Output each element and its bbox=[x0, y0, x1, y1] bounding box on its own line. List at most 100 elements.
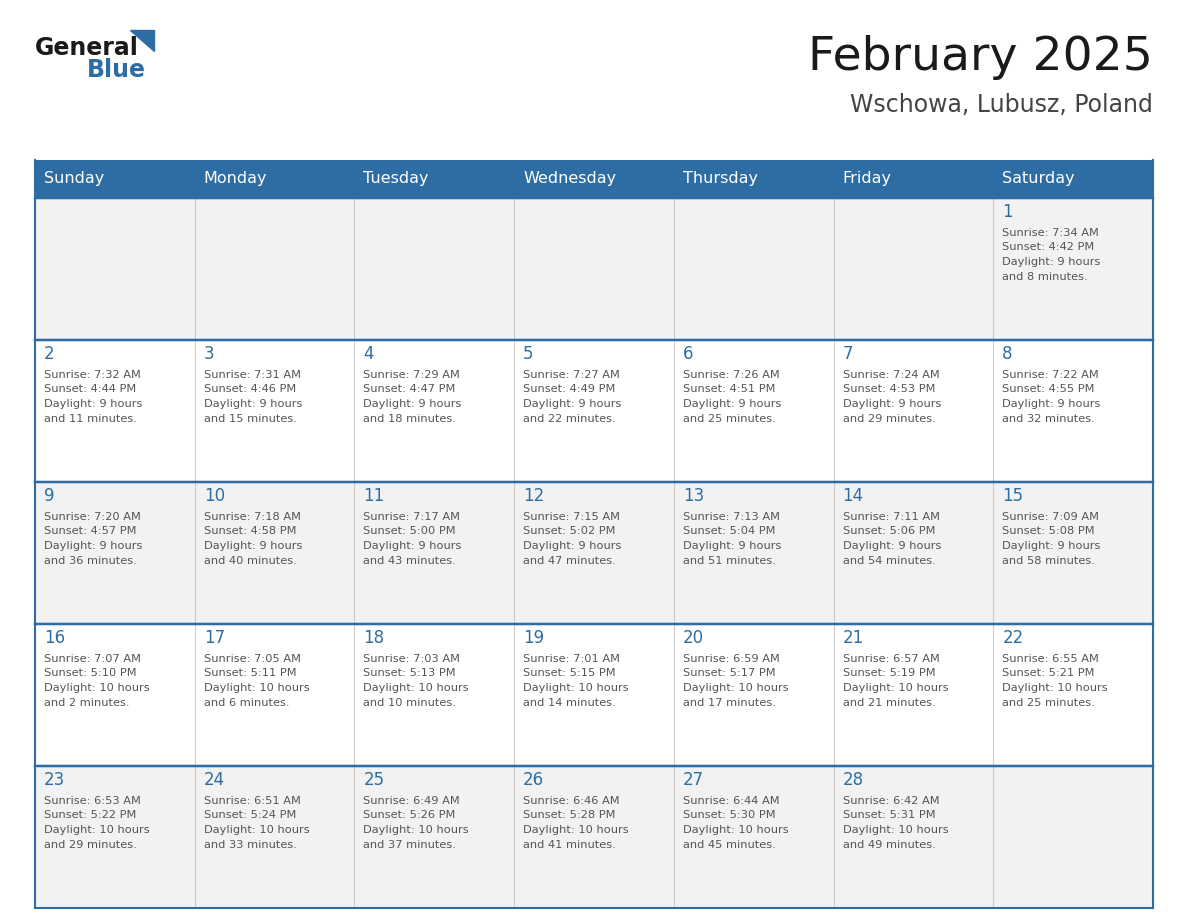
Text: Sunset: 4:47 PM: Sunset: 4:47 PM bbox=[364, 385, 456, 395]
Text: and 14 minutes.: and 14 minutes. bbox=[523, 698, 615, 708]
Text: Sunset: 4:55 PM: Sunset: 4:55 PM bbox=[1003, 385, 1095, 395]
Text: Daylight: 9 hours: Daylight: 9 hours bbox=[1003, 399, 1100, 409]
Bar bbox=[195, 482, 354, 624]
Text: Daylight: 9 hours: Daylight: 9 hours bbox=[842, 541, 941, 551]
Text: Sunrise: 7:13 AM: Sunrise: 7:13 AM bbox=[683, 512, 779, 522]
Bar bbox=[674, 198, 834, 340]
Bar bbox=[834, 766, 993, 908]
Bar bbox=[34, 482, 195, 624]
Text: 9: 9 bbox=[44, 487, 55, 505]
Text: Sunrise: 7:15 AM: Sunrise: 7:15 AM bbox=[523, 512, 620, 522]
Text: 8: 8 bbox=[1003, 345, 1013, 363]
Text: Sunset: 4:57 PM: Sunset: 4:57 PM bbox=[44, 527, 137, 536]
Text: and 25 minutes.: and 25 minutes. bbox=[683, 413, 776, 423]
Text: 19: 19 bbox=[523, 629, 544, 647]
Bar bbox=[195, 766, 354, 908]
Text: Sunrise: 7:32 AM: Sunrise: 7:32 AM bbox=[44, 370, 141, 380]
Bar bbox=[514, 482, 674, 624]
Text: Sunrise: 7:20 AM: Sunrise: 7:20 AM bbox=[44, 512, 141, 522]
Bar bbox=[514, 340, 674, 482]
Text: 7: 7 bbox=[842, 345, 853, 363]
Text: Sunrise: 6:51 AM: Sunrise: 6:51 AM bbox=[203, 796, 301, 806]
Text: Sunset: 5:19 PM: Sunset: 5:19 PM bbox=[842, 668, 935, 678]
Text: Daylight: 10 hours: Daylight: 10 hours bbox=[523, 683, 628, 693]
Text: Sunrise: 7:05 AM: Sunrise: 7:05 AM bbox=[203, 654, 301, 664]
Text: and 2 minutes.: and 2 minutes. bbox=[44, 698, 129, 708]
Text: 27: 27 bbox=[683, 771, 704, 789]
Text: 2: 2 bbox=[44, 345, 55, 363]
Text: 12: 12 bbox=[523, 487, 544, 505]
Text: Daylight: 9 hours: Daylight: 9 hours bbox=[1003, 257, 1100, 267]
Text: Daylight: 9 hours: Daylight: 9 hours bbox=[1003, 541, 1100, 551]
Text: Sunset: 4:42 PM: Sunset: 4:42 PM bbox=[1003, 242, 1094, 252]
Text: Sunrise: 6:57 AM: Sunrise: 6:57 AM bbox=[842, 654, 940, 664]
Text: Sunrise: 7:24 AM: Sunrise: 7:24 AM bbox=[842, 370, 940, 380]
Bar bbox=[34, 766, 195, 908]
Text: 20: 20 bbox=[683, 629, 704, 647]
Text: Daylight: 10 hours: Daylight: 10 hours bbox=[44, 825, 150, 835]
Text: Tuesday: Tuesday bbox=[364, 172, 429, 186]
Text: and 54 minutes.: and 54 minutes. bbox=[842, 555, 935, 565]
Text: Sunday: Sunday bbox=[44, 172, 105, 186]
Bar bbox=[195, 198, 354, 340]
Bar bbox=[354, 198, 514, 340]
Text: Daylight: 10 hours: Daylight: 10 hours bbox=[683, 825, 789, 835]
Text: and 11 minutes.: and 11 minutes. bbox=[44, 413, 137, 423]
Text: Daylight: 10 hours: Daylight: 10 hours bbox=[44, 683, 150, 693]
Text: Sunset: 5:10 PM: Sunset: 5:10 PM bbox=[44, 668, 137, 678]
Text: Blue: Blue bbox=[87, 58, 146, 82]
Text: Sunrise: 7:29 AM: Sunrise: 7:29 AM bbox=[364, 370, 460, 380]
Text: and 37 minutes.: and 37 minutes. bbox=[364, 839, 456, 849]
Text: Sunset: 5:28 PM: Sunset: 5:28 PM bbox=[523, 811, 615, 821]
Text: Sunset: 5:15 PM: Sunset: 5:15 PM bbox=[523, 668, 615, 678]
Text: Sunrise: 7:34 AM: Sunrise: 7:34 AM bbox=[1003, 228, 1099, 238]
Text: Sunrise: 7:07 AM: Sunrise: 7:07 AM bbox=[44, 654, 141, 664]
Text: 23: 23 bbox=[44, 771, 65, 789]
Text: Sunrise: 6:49 AM: Sunrise: 6:49 AM bbox=[364, 796, 460, 806]
Text: and 21 minutes.: and 21 minutes. bbox=[842, 698, 935, 708]
Text: and 51 minutes.: and 51 minutes. bbox=[683, 555, 776, 565]
Bar bbox=[834, 482, 993, 624]
Bar bbox=[993, 624, 1154, 766]
Bar bbox=[195, 340, 354, 482]
Text: Daylight: 10 hours: Daylight: 10 hours bbox=[203, 825, 309, 835]
Bar bbox=[674, 766, 834, 908]
Text: Sunset: 5:22 PM: Sunset: 5:22 PM bbox=[44, 811, 137, 821]
Text: Thursday: Thursday bbox=[683, 172, 758, 186]
Text: Sunset: 5:08 PM: Sunset: 5:08 PM bbox=[1003, 527, 1095, 536]
Text: and 33 minutes.: and 33 minutes. bbox=[203, 839, 297, 849]
Text: Sunset: 4:46 PM: Sunset: 4:46 PM bbox=[203, 385, 296, 395]
Bar bbox=[993, 766, 1154, 908]
Text: Daylight: 10 hours: Daylight: 10 hours bbox=[203, 683, 309, 693]
Bar bbox=[354, 766, 514, 908]
Text: Sunset: 5:11 PM: Sunset: 5:11 PM bbox=[203, 668, 296, 678]
Text: 28: 28 bbox=[842, 771, 864, 789]
Text: 1: 1 bbox=[1003, 203, 1013, 221]
Text: General: General bbox=[34, 36, 139, 60]
Text: 10: 10 bbox=[203, 487, 225, 505]
Text: 25: 25 bbox=[364, 771, 385, 789]
Text: Sunrise: 7:03 AM: Sunrise: 7:03 AM bbox=[364, 654, 461, 664]
Text: Daylight: 10 hours: Daylight: 10 hours bbox=[523, 825, 628, 835]
Text: Daylight: 10 hours: Daylight: 10 hours bbox=[842, 683, 948, 693]
Text: Wednesday: Wednesday bbox=[523, 172, 617, 186]
Text: and 41 minutes.: and 41 minutes. bbox=[523, 839, 615, 849]
Text: 24: 24 bbox=[203, 771, 225, 789]
Bar bbox=[834, 340, 993, 482]
Bar bbox=[674, 624, 834, 766]
Text: Sunset: 5:26 PM: Sunset: 5:26 PM bbox=[364, 811, 456, 821]
Text: Daylight: 9 hours: Daylight: 9 hours bbox=[44, 541, 143, 551]
Text: Daylight: 10 hours: Daylight: 10 hours bbox=[1003, 683, 1108, 693]
Text: Daylight: 9 hours: Daylight: 9 hours bbox=[523, 399, 621, 409]
Text: and 47 minutes.: and 47 minutes. bbox=[523, 555, 615, 565]
Text: Sunset: 5:21 PM: Sunset: 5:21 PM bbox=[1003, 668, 1095, 678]
Text: Friday: Friday bbox=[842, 172, 891, 186]
Text: Sunrise: 7:31 AM: Sunrise: 7:31 AM bbox=[203, 370, 301, 380]
Text: 11: 11 bbox=[364, 487, 385, 505]
Bar bbox=[354, 624, 514, 766]
Text: 22: 22 bbox=[1003, 629, 1024, 647]
Text: Sunset: 5:06 PM: Sunset: 5:06 PM bbox=[842, 527, 935, 536]
Text: February 2025: February 2025 bbox=[808, 36, 1154, 81]
Text: and 29 minutes.: and 29 minutes. bbox=[842, 413, 935, 423]
Text: Sunset: 4:53 PM: Sunset: 4:53 PM bbox=[842, 385, 935, 395]
